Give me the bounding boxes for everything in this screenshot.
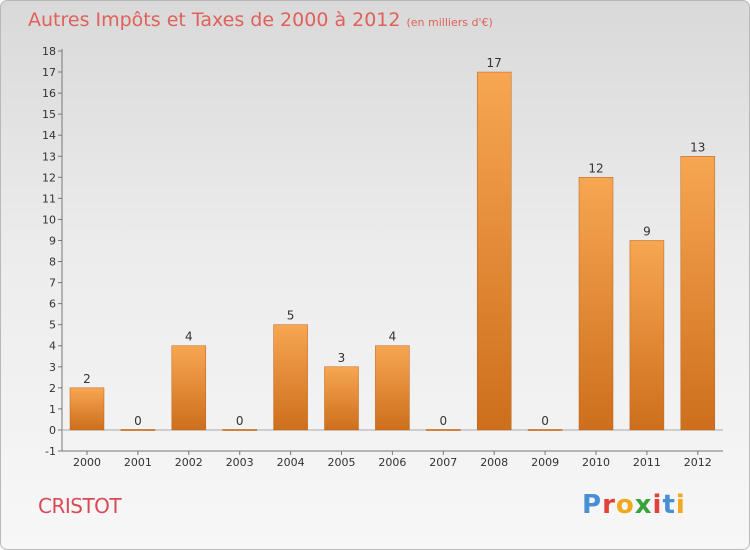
logo-letter: r <box>602 490 616 520</box>
chart-title: Autres Impôts et Taxes de 2000 à 2012 (en… <box>28 9 493 31</box>
bar <box>171 345 207 431</box>
x-tick-label: 2011 <box>633 456 661 469</box>
y-tick-label: 4 <box>49 340 56 353</box>
x-tick-label: 2006 <box>378 456 406 469</box>
logo-letter: t <box>662 490 676 520</box>
bar <box>629 240 665 431</box>
y-tick-label: 2 <box>49 382 56 395</box>
logo-letter: x <box>634 490 653 520</box>
y-tick-label: 11 <box>42 192 56 205</box>
data-label: 5 <box>287 309 295 323</box>
x-axis: 2000 2001 2002 2003 2004 2005 2006 2007 2008 2009… <box>62 429 723 469</box>
y-tick-label: 0 <box>49 424 56 437</box>
data-label: 0 <box>134 414 142 428</box>
y-tick-label: 6 <box>49 298 56 311</box>
logo-letter: o <box>615 490 635 520</box>
data-label: 0 <box>541 414 549 428</box>
logo-letter: P <box>582 490 603 520</box>
data-label: 0 <box>439 414 447 428</box>
data-labels: 2 0 4 0 5 3 4 0 17 0 12 9 13 <box>83 56 705 428</box>
x-tick-label: 2009 <box>531 456 559 469</box>
data-label: 2 <box>83 372 91 386</box>
bar <box>324 366 359 431</box>
y-tick-label: 13 <box>42 150 56 163</box>
logo-letter: i <box>675 490 686 520</box>
y-tick-label: 1 <box>49 403 56 416</box>
y-tick-label: 9 <box>49 234 56 247</box>
x-tick-label: 2010 <box>582 456 610 469</box>
y-tick-label: -1 <box>45 445 56 458</box>
x-tick-label: 2003 <box>226 456 254 469</box>
proxiti-logo[interactable]: Proxiti <box>582 490 686 520</box>
x-tick-label: 2000 <box>73 456 101 469</box>
logo-letter: i <box>652 490 663 520</box>
data-label: 17 <box>487 56 502 70</box>
data-label: 9 <box>643 224 651 238</box>
y-tick-label: 15 <box>42 108 56 121</box>
chart-subtitle: (en milliers d'€) <box>406 16 493 29</box>
data-label: 4 <box>389 330 397 344</box>
title-text: Autres Impôts et Taxes de 2000 à 2012 <box>28 9 401 31</box>
y-tick-label: 17 <box>42 66 56 79</box>
y-tick-label: 7 <box>49 277 56 290</box>
bar <box>476 71 512 431</box>
x-tick-label: 2008 <box>480 456 508 469</box>
bar <box>527 429 563 431</box>
data-label: 13 <box>690 140 705 154</box>
commune-name: CRISTOT <box>38 494 122 518</box>
bar <box>222 429 257 431</box>
data-label: 3 <box>338 351 346 365</box>
x-tick-label: 2001 <box>124 456 152 469</box>
bar <box>680 156 716 431</box>
bar <box>578 177 614 431</box>
bar <box>120 429 156 431</box>
bar <box>69 387 105 431</box>
y-tick-label: 14 <box>42 129 56 142</box>
x-tick-label: 2007 <box>429 456 457 469</box>
x-tick-label: 2002 <box>175 456 203 469</box>
x-tick-label: 2004 <box>277 456 305 469</box>
data-label: 12 <box>588 161 603 175</box>
bar <box>375 345 410 431</box>
bar <box>426 429 461 431</box>
data-label: 0 <box>236 414 244 428</box>
x-tick-label: 2012 <box>684 456 712 469</box>
y-tick-label: 18 <box>42 45 56 58</box>
bar <box>273 324 308 431</box>
x-tick-label: 2005 <box>328 456 356 469</box>
bars <box>69 71 716 431</box>
y-tick-label: 12 <box>42 171 56 184</box>
y-tick-label: 5 <box>49 319 56 332</box>
y-tick-label: 3 <box>49 361 56 374</box>
y-tick-label: 16 <box>42 87 56 100</box>
data-label: 4 <box>185 330 193 344</box>
y-tick-label: 10 <box>42 213 56 226</box>
y-tick-label: 8 <box>49 256 56 269</box>
